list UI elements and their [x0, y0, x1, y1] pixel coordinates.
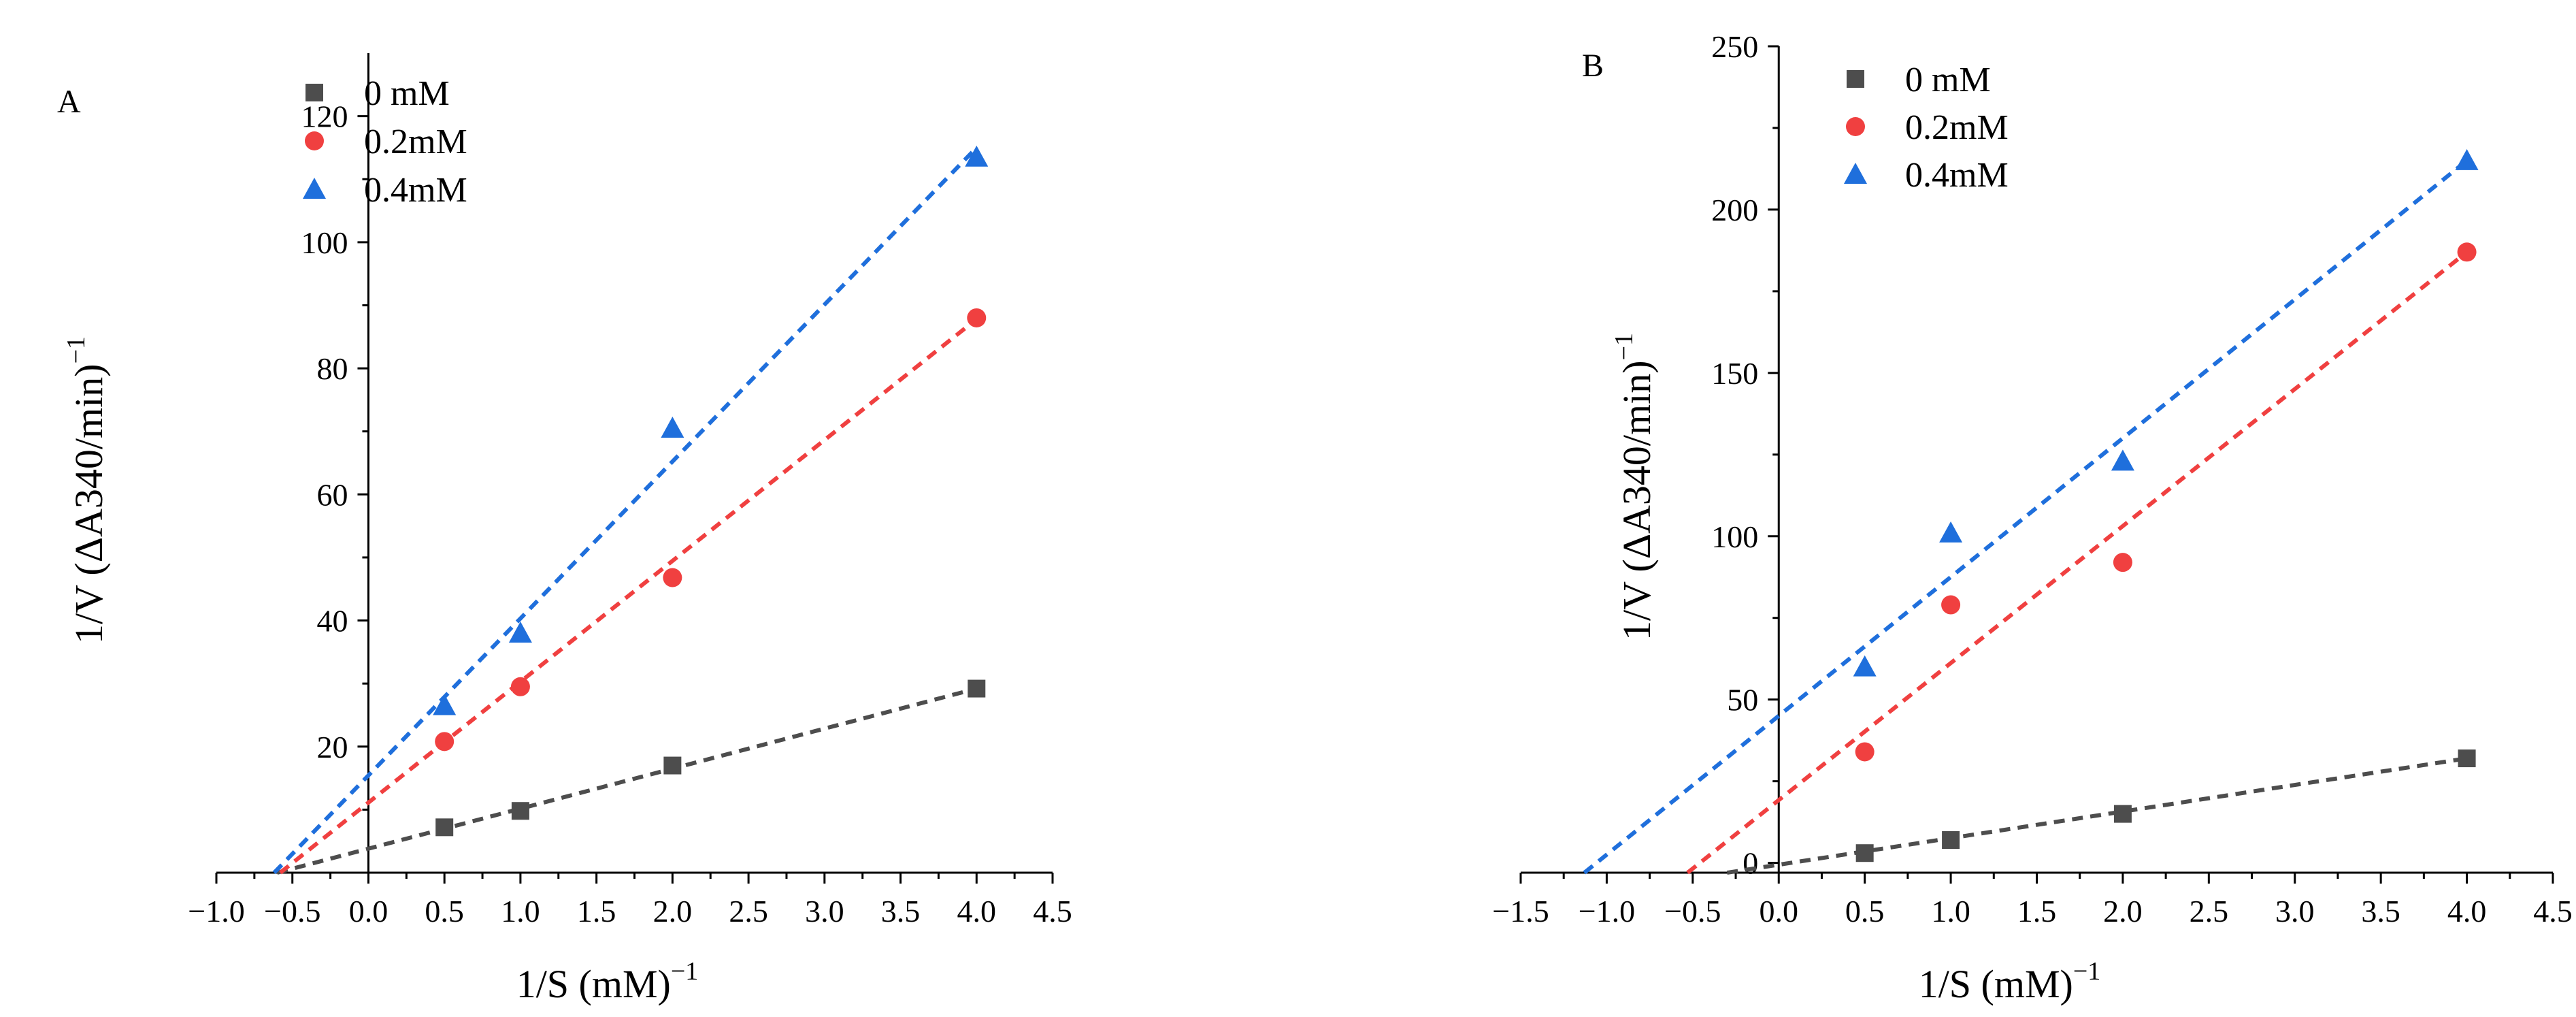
- y-tick-label: 200: [1711, 193, 1758, 227]
- x-tick-label: 4.0: [957, 894, 997, 929]
- chart-panel-a: −1.0 −0.5 0.0 0.5 1.0 1.5 2.0 2.5 3.0 3.5 4.0 4.5 20…: [57, 53, 1072, 1006]
- y-tick-label: 20: [316, 730, 348, 764]
- data-point-0-2mm: [1855, 742, 1875, 762]
- data-point-0-mm: [1855, 844, 1874, 862]
- data-point-0-4mm: [433, 694, 457, 715]
- fit-line-0-2mm: [1686, 250, 2468, 875]
- y-tick-label: 80: [316, 351, 348, 386]
- x-tick-label: −1.0: [188, 894, 244, 929]
- y-tick-label: 0: [1743, 846, 1758, 881]
- data-point-0-mm: [968, 679, 986, 698]
- y-axis-title-text: 1/V (ΔA340/min): [1615, 360, 1659, 641]
- legend-marker-0-2mm: [305, 131, 324, 150]
- legend-marker-0-4mm: [303, 178, 326, 199]
- x-tick-label: 3.5: [881, 894, 921, 929]
- legend-label: 0.2mM: [1905, 108, 2009, 147]
- x-tick-label: −0.5: [1664, 894, 1721, 929]
- panel-label: A: [57, 84, 81, 120]
- x-axis-title: 1/S (mM)−1: [516, 957, 699, 1006]
- x-tick-label: 2.0: [2103, 894, 2143, 929]
- x-tick-label: 1.0: [501, 894, 540, 929]
- fit-line-0-mm: [1726, 756, 2468, 875]
- x-tick-label: 4.5: [1033, 894, 1072, 929]
- x-tick-label: −1.0: [1579, 894, 1635, 929]
- fit-line-0-4mm: [272, 146, 978, 875]
- panel-label: B: [1582, 48, 1604, 84]
- data-point-0-2mm: [2457, 242, 2477, 262]
- y-tick-label: 100: [1711, 519, 1758, 554]
- data-point-0-2mm: [967, 308, 987, 327]
- legend-marker-0-2mm: [1846, 117, 1865, 136]
- fit-line-0-mm: [276, 686, 978, 875]
- data-point-0-mm: [2113, 805, 2132, 823]
- x-tick-label: 3.0: [805, 894, 844, 929]
- legend-marker-0-4mm: [1844, 163, 1867, 184]
- legend-marker-0-mm: [1847, 70, 1864, 88]
- x-tick-label: 3.0: [2275, 894, 2315, 929]
- data-point-0-mm: [435, 818, 454, 837]
- chart-panel-b: −1.5 −1.0 −0.5 0.0 0.5 1.0 1.5 2.0 2.5 3.0 3.5 4.0 4…: [1492, 29, 2572, 1006]
- legend-label: 0.4mM: [1905, 156, 2009, 195]
- legend-label: 0.2mM: [364, 123, 467, 161]
- data-point-0-2mm: [1941, 595, 1961, 615]
- data-point-0-2mm: [2113, 553, 2132, 572]
- y-tick-label: 250: [1711, 29, 1758, 64]
- y-tick-label: 100: [301, 225, 348, 260]
- data-point-0-4mm: [2111, 449, 2134, 471]
- x-tick-label: 0.5: [425, 894, 464, 929]
- data-point-0-2mm: [435, 732, 455, 752]
- y-axis-title-exponent: −1: [62, 336, 90, 364]
- x-axis-title-text: 1/S (mM): [1919, 962, 2073, 1006]
- y-axis-title-exponent: −1: [1610, 333, 1638, 360]
- data-point-0-4mm: [508, 622, 532, 643]
- y-axis-title: 1/V (ΔA340/min)−1: [1610, 333, 1659, 641]
- x-tick-label: −1.5: [1492, 894, 1549, 929]
- fit-line-0-4mm: [1583, 159, 2468, 875]
- legend-label: 0 mM: [1905, 61, 1991, 99]
- x-tick-label: 1.5: [577, 894, 616, 929]
- y-tick-label: 40: [316, 604, 348, 639]
- y-tick-label: 50: [1727, 683, 1758, 717]
- x-tick-label: 2.5: [2190, 894, 2229, 929]
- legend-label: 0.4mM: [364, 171, 467, 210]
- legend-label: 0 mM: [364, 74, 450, 113]
- y-tick-label: 150: [1711, 356, 1758, 391]
- data-point-0-4mm: [965, 145, 989, 167]
- x-tick-label: 2.0: [653, 894, 693, 929]
- x-axis-title-text: 1/S (mM): [516, 962, 671, 1006]
- data-point-0-2mm: [663, 568, 682, 587]
- x-axis-title: 1/S (mM)−1: [1919, 957, 2101, 1006]
- x-tick-label: 0.0: [1760, 894, 1799, 929]
- x-tick-label: −0.5: [264, 894, 320, 929]
- data-point-0-4mm: [1853, 655, 1877, 677]
- data-point-0-mm: [663, 756, 682, 775]
- x-tick-label: 4.5: [2533, 894, 2573, 929]
- x-tick-label: 1.5: [2017, 894, 2057, 929]
- x-tick-label: 1.0: [1931, 894, 1970, 929]
- x-axis-title-exponent: −1: [2073, 957, 2100, 986]
- data-point-0-4mm: [1939, 521, 1963, 543]
- legend-marker-0-mm: [306, 84, 323, 101]
- x-axis-title-exponent: −1: [671, 957, 698, 986]
- x-tick-label: 0.0: [349, 894, 389, 929]
- data-point-0-mm: [2458, 749, 2476, 768]
- y-axis-title-text: 1/V (ΔA340/min): [67, 364, 111, 644]
- data-point-0-mm: [511, 802, 529, 820]
- data-point-0-mm: [1942, 831, 1960, 850]
- data-point-0-2mm: [510, 677, 530, 696]
- data-point-0-4mm: [2455, 148, 2479, 170]
- fit-line-0-2mm: [278, 317, 978, 875]
- y-axis-title: 1/V (ΔA340/min)−1: [62, 336, 111, 644]
- x-tick-label: 3.5: [2361, 894, 2400, 929]
- x-tick-label: 2.5: [729, 894, 768, 929]
- y-tick-label: 60: [316, 477, 348, 512]
- data-point-0-4mm: [661, 417, 684, 438]
- x-tick-label: 4.0: [2447, 894, 2487, 929]
- x-tick-label: 0.5: [1845, 894, 1885, 929]
- y-tick-label: 120: [301, 99, 348, 134]
